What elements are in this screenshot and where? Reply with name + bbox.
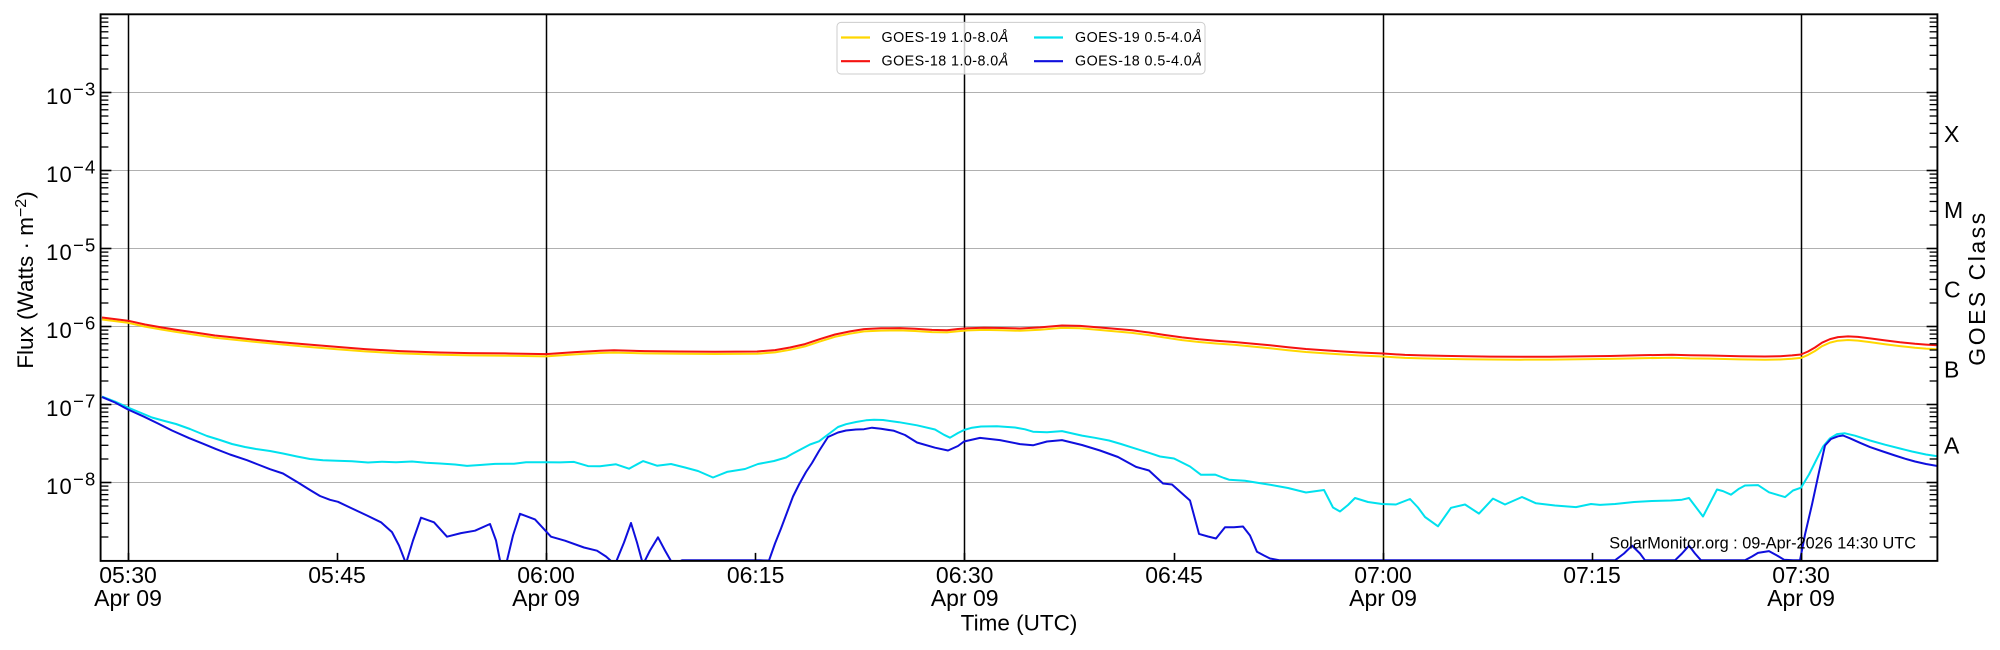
svg-text:GOES Class: GOES Class <box>1964 210 1990 365</box>
svg-text:X: X <box>1944 121 1959 147</box>
svg-text:GOES-18 1.0-8.0Å: GOES-18 1.0-8.0Å <box>882 53 1009 70</box>
svg-text:06:00: 06:00 <box>517 562 575 588</box>
svg-text:GOES-19 1.0-8.0Å: GOES-19 1.0-8.0Å <box>882 29 1009 46</box>
svg-text:Apr 09: Apr 09 <box>931 585 999 611</box>
svg-text:GOES-19 0.5-4.0Å: GOES-19 0.5-4.0Å <box>1075 29 1202 46</box>
svg-text:Apr 09: Apr 09 <box>1349 585 1417 611</box>
svg-text:05:30: 05:30 <box>99 562 157 588</box>
svg-text:06:30: 06:30 <box>936 562 994 588</box>
svg-text:07:30: 07:30 <box>1772 562 1830 588</box>
svg-text:07:15: 07:15 <box>1563 562 1621 588</box>
svg-text:Apr 09: Apr 09 <box>512 585 580 611</box>
svg-text:Apr 09: Apr 09 <box>1767 585 1835 611</box>
svg-text:Apr 09: Apr 09 <box>94 585 162 611</box>
svg-text:A: A <box>1944 432 1960 458</box>
svg-text:10−3: 10−3 <box>46 78 96 109</box>
svg-text:M: M <box>1944 197 1963 223</box>
svg-text:SolarMonitor.org : 09-Apr-2026: SolarMonitor.org : 09-Apr-2026 14:30 UTC <box>1609 535 1916 553</box>
svg-text:C: C <box>1944 277 1961 303</box>
svg-text:GOES-18 0.5-4.0Å: GOES-18 0.5-4.0Å <box>1075 53 1202 70</box>
svg-text:06:45: 06:45 <box>1145 562 1203 588</box>
svg-text:Time (UTC): Time (UTC) <box>961 611 1078 636</box>
svg-text:05:45: 05:45 <box>308 562 366 588</box>
svg-text:07:00: 07:00 <box>1354 562 1412 588</box>
svg-text:Flux (Watts · m−2): Flux (Watts · m−2) <box>13 191 38 368</box>
svg-text:06:15: 06:15 <box>727 562 785 588</box>
svg-text:B: B <box>1944 356 1959 382</box>
